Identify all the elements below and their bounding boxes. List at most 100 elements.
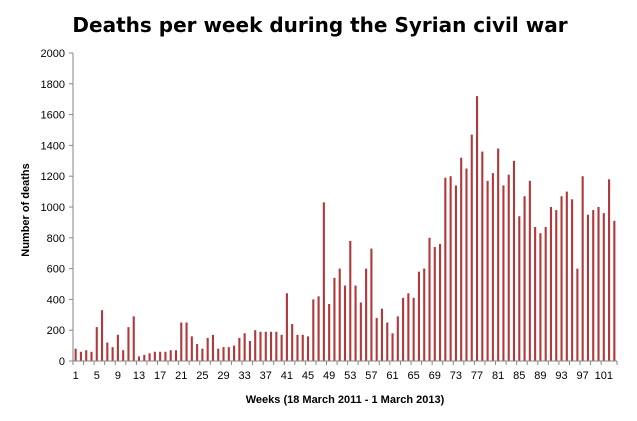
bar-week-31 [233, 345, 236, 361]
bar-week-95 [571, 199, 574, 361]
bar-week-20 [174, 350, 178, 361]
bar-week-80 [491, 173, 494, 361]
bar-week-98 [586, 214, 590, 361]
y-axis-ticks: 0 200 400 600 800 1000 1200 1400 1600 1800 2000 [41, 48, 73, 368]
bar-week-21 [180, 322, 183, 361]
bar-week-24 [196, 344, 199, 361]
x-axis-label: Weeks (18 March 2011 - 1 March 2013) [246, 394, 445, 406]
bar-week-42 [291, 324, 294, 361]
x-tick-label: 73 [450, 370, 462, 382]
y-tick-label: 800 [47, 233, 65, 245]
bar-week-13 [137, 356, 141, 361]
x-tick-label: 41 [281, 370, 293, 382]
x-tick-label: 61 [386, 370, 398, 382]
y-tick-label: 400 [47, 294, 65, 306]
bar-week-85 [518, 216, 521, 361]
bar-week-57 [370, 248, 373, 361]
bar-week-15 [148, 353, 151, 361]
bar-week-59 [380, 308, 384, 361]
bar-week-83 [507, 174, 510, 361]
bar-week-77 [475, 96, 479, 362]
bar-week-51 [338, 268, 341, 361]
bar-week-70 [439, 243, 442, 361]
bar-week-34 [248, 340, 251, 361]
y-tick-label: 1000 [41, 202, 65, 214]
bar-week-71 [444, 177, 447, 361]
bar-week-79 [486, 180, 489, 361]
bar-week-86 [523, 196, 526, 361]
bar-week-75 [465, 168, 468, 361]
x-tick-label: 69 [429, 370, 441, 382]
x-tick-label: 17 [154, 370, 166, 382]
bar-week-49 [328, 304, 331, 361]
y-tick-label: 1400 [41, 140, 65, 152]
bar-week-72 [449, 176, 452, 361]
bar-week-55 [359, 302, 362, 361]
bar-week-84 [512, 160, 516, 361]
bar-week-29 [222, 347, 225, 361]
bar-week-90 [544, 227, 547, 361]
bar-week-88 [534, 227, 537, 361]
x-tick-label: 89 [534, 370, 546, 382]
bar-week-17 [159, 351, 162, 361]
bar-week-64 [407, 293, 410, 361]
bar-week-87 [528, 180, 531, 361]
bar-week-60 [386, 322, 389, 361]
bar-week-78 [481, 151, 484, 361]
bar-week-81 [497, 148, 500, 361]
bar-week-1 [74, 348, 77, 361]
bar-week-44 [301, 334, 304, 361]
y-tick-label: 0 [59, 356, 65, 368]
bar-week-102 [608, 179, 611, 361]
bar-week-73 [454, 185, 457, 361]
bar-week-8 [111, 347, 114, 361]
bar-week-19 [169, 350, 172, 361]
bar-week-53 [349, 240, 352, 361]
bar-week-30 [227, 347, 230, 361]
bar-week-32 [238, 337, 241, 361]
bar-week-69 [433, 247, 436, 361]
x-tick-label: 37 [260, 370, 272, 382]
bar-week-11 [127, 327, 130, 361]
bar-week-28 [217, 348, 220, 361]
bar-week-14 [143, 354, 146, 361]
bar-week-4 [90, 351, 93, 361]
x-tick-label: 97 [577, 370, 589, 382]
bar-week-97 [581, 176, 584, 361]
x-tick-label: 33 [239, 370, 251, 382]
x-tick-label: 1 [73, 370, 79, 382]
x-tick-label: 81 [492, 370, 504, 382]
bars [74, 96, 616, 362]
bar-week-58 [375, 317, 378, 361]
bar-week-23 [190, 336, 193, 361]
bar-week-3 [85, 350, 88, 361]
bar-week-46 [312, 299, 315, 361]
x-axis-ticks: 1 5 9 13 17 21 25 29 33 37 41 45 49 53 57 61 65 69 73 77 81 8… [72, 361, 618, 382]
bar-week-48 [322, 202, 325, 361]
x-tick-label: 57 [365, 370, 377, 382]
x-tick-label: 101 [595, 370, 613, 382]
bar-week-33 [243, 333, 246, 361]
y-tick-label: 600 [47, 264, 65, 276]
bar-week-27 [211, 334, 215, 361]
y-tick-label: 200 [47, 325, 65, 337]
bar-week-68 [428, 237, 431, 361]
chart-title: Deaths per week during the Syrian civil … [72, 13, 567, 37]
x-tick-label: 13 [133, 370, 145, 382]
bar-week-61 [391, 333, 394, 361]
y-tick-label: 1200 [41, 171, 65, 183]
bar-week-6 [100, 310, 104, 361]
bar-week-18 [164, 351, 167, 361]
y-tick-label: 1600 [41, 110, 65, 122]
bar-week-2 [79, 351, 82, 361]
y-axis-label: Number of deaths [20, 163, 32, 257]
bar-week-26 [206, 337, 209, 361]
bar-week-65 [412, 297, 415, 361]
bar-week-5 [95, 327, 98, 361]
bar-week-74 [460, 157, 463, 361]
x-tick-label: 21 [175, 370, 187, 382]
bar-week-101 [602, 213, 605, 361]
bar-week-12 [132, 316, 135, 361]
bar-week-47 [317, 296, 320, 361]
